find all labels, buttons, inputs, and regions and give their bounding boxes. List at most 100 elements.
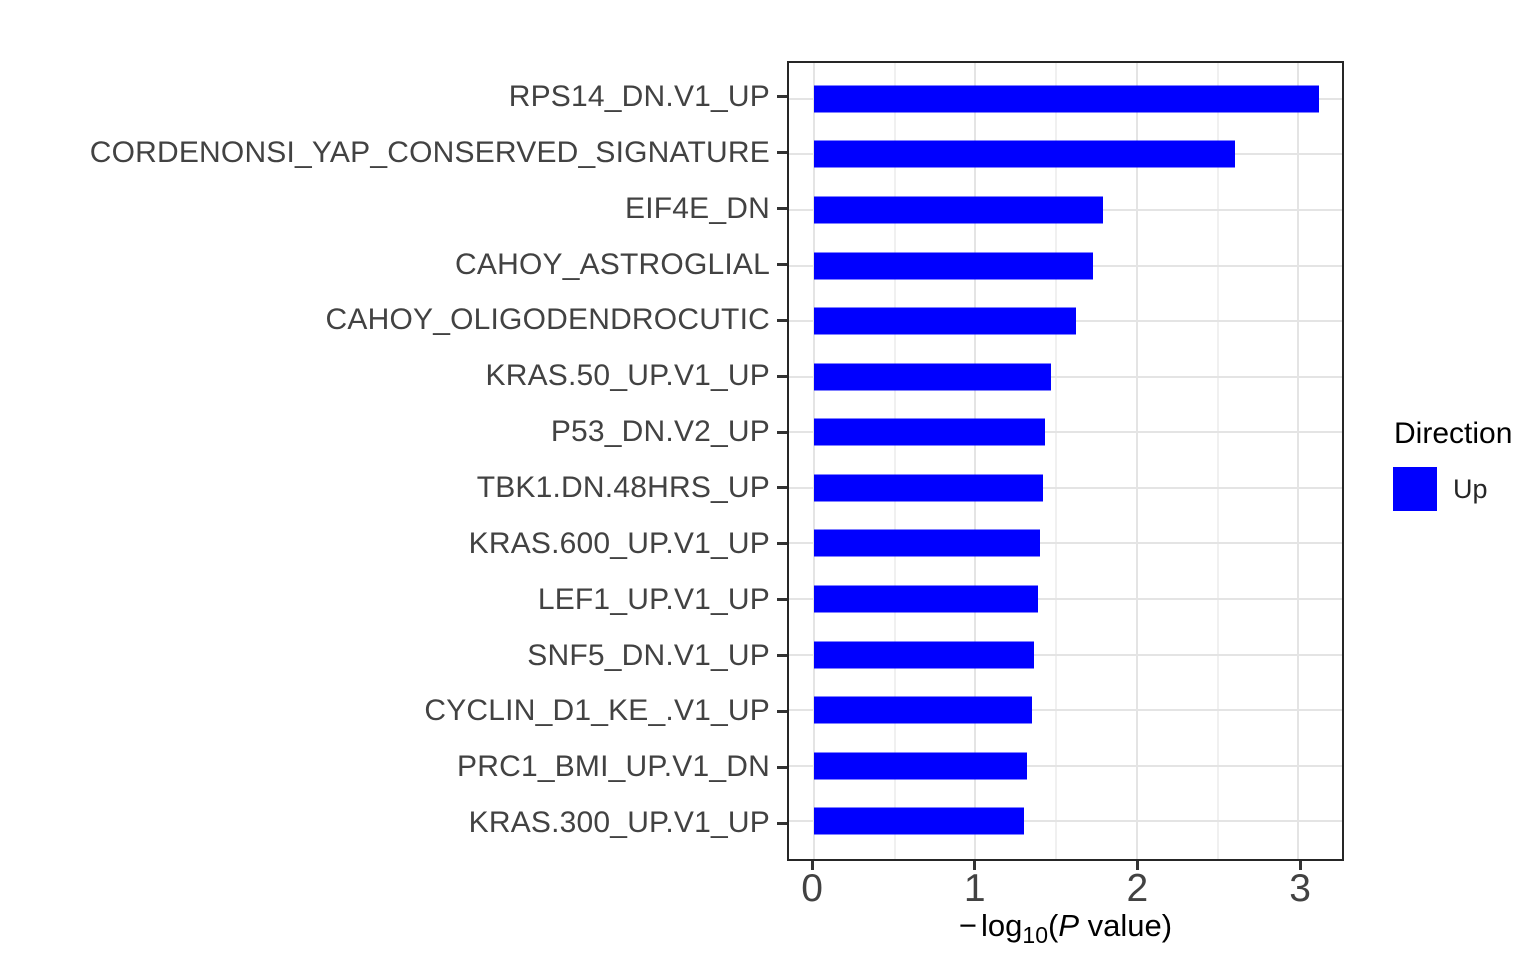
x-tick-mark — [973, 861, 977, 870]
plot-panel — [787, 61, 1344, 861]
major-gridline — [812, 63, 815, 859]
bar — [813, 641, 1034, 669]
bar — [813, 752, 1028, 780]
x-axis-labels: 0 1 2 3 — [787, 869, 1344, 911]
category-label: EIF4E_DN — [625, 191, 770, 225]
category-label: LEF1_UP.V1_UP — [537, 582, 770, 616]
bar — [813, 474, 1044, 502]
x-title-subscript: 10 — [1022, 922, 1048, 948]
y-axis-row: LEF1_UP.V1_UP — [0, 572, 787, 628]
x-tick-mark — [1298, 861, 1302, 870]
bar — [813, 363, 1052, 391]
y-axis-row: KRAS.50_UP.V1_UP — [0, 348, 787, 404]
category-label: CYCLIN_D1_KE_.V1_UP — [424, 694, 770, 728]
bar-row — [789, 71, 1342, 127]
y-axis-row: RPS14_DN.V1_UP — [0, 69, 787, 125]
horizontal-gridline — [789, 709, 1342, 712]
category-label: CAHOY_ASTROGLIAL — [455, 247, 770, 281]
y-tick-mark — [777, 374, 787, 378]
horizontal-gridline — [789, 375, 1342, 378]
y-axis-row: CAHOY_ASTROGLIAL — [0, 237, 787, 293]
horizontal-gridline — [789, 653, 1342, 656]
y-tick-mark — [777, 654, 787, 658]
category-label: SNF5_DN.V1_UP — [527, 638, 770, 672]
legend-title: Direction — [1394, 417, 1513, 450]
bar-row — [789, 349, 1342, 405]
y-tick-mark — [777, 598, 787, 602]
category-label: KRAS.50_UP.V1_UP — [485, 359, 770, 393]
bar — [813, 307, 1076, 335]
horizontal-gridline — [789, 431, 1342, 434]
horizontal-gridline — [789, 597, 1342, 600]
y-axis-row: EIF4E_DN — [0, 181, 787, 237]
major-gridline — [1135, 63, 1138, 859]
y-axis-row: PRC1_BMI_UP.V1_DN — [0, 739, 787, 795]
bar — [813, 252, 1094, 280]
y-tick-mark — [777, 151, 787, 155]
x-title-p-italic: P — [1058, 908, 1080, 943]
bar-row — [789, 627, 1342, 683]
x-title-log: log — [981, 908, 1023, 943]
bar-row — [789, 182, 1342, 238]
horizontal-gridline — [789, 764, 1342, 767]
horizontal-gridline — [789, 820, 1342, 823]
y-tick-mark — [777, 263, 787, 266]
legend-label-up: Up — [1453, 473, 1488, 504]
bar-row — [789, 794, 1342, 850]
category-label: KRAS.300_UP.V1_UP — [468, 806, 770, 840]
y-axis-row: CAHOY_OLIGODENDROCUTIC — [0, 292, 787, 348]
y-tick-mark — [777, 709, 787, 713]
x-tick-label: 1 — [963, 867, 986, 910]
y-tick-mark — [777, 542, 787, 546]
y-axis: RPS14_DN.V1_UP CORDENONSI_YAP_CONSERVED_S… — [0, 61, 787, 861]
category-label: RPS14_DN.V1_UP — [508, 79, 770, 113]
bar — [813, 140, 1236, 168]
x-axis-title: − log10(P value) — [787, 908, 1344, 949]
bar-row — [789, 738, 1342, 794]
horizontal-gridline — [789, 486, 1342, 489]
y-tick-mark — [777, 318, 787, 322]
x-tick-label: 3 — [1289, 867, 1311, 910]
bar — [813, 418, 1045, 446]
y-tick-mark — [777, 207, 787, 211]
y-axis-row: TBK1.DN.48HRS_UP — [0, 460, 787, 516]
bar — [813, 529, 1040, 557]
y-axis-row: SNF5_DN.V1_UP — [0, 628, 787, 684]
category-label: CAHOY_OLIGODENDROCUTIC — [325, 303, 770, 337]
x-tick-mark — [1135, 861, 1139, 870]
y-axis-row: KRAS.300_UP.V1_UP — [0, 795, 787, 851]
category-label: KRAS.600_UP.V1_UP — [468, 526, 770, 560]
y-tick-mark — [777, 821, 787, 825]
y-axis-row: CORDENONSI_YAP_CONSERVED_SIGNATURE — [0, 125, 787, 181]
bar-row — [789, 127, 1342, 183]
y-tick-mark — [777, 486, 787, 490]
major-gridline — [974, 63, 977, 859]
category-label: P53_DN.V2_UP — [550, 415, 770, 449]
horizontal-gridline — [789, 542, 1342, 545]
x-title-rest: value) — [1079, 908, 1173, 943]
minor-gridline — [893, 63, 896, 859]
panel-rows — [789, 63, 1342, 859]
y-axis-row: P53_DN.V2_UP — [0, 404, 787, 460]
x-tick-label: 0 — [801, 867, 823, 910]
bar — [813, 807, 1024, 835]
bar — [813, 196, 1103, 224]
bar-row — [789, 238, 1342, 294]
category-label: TBK1.DN.48HRS_UP — [476, 470, 770, 504]
bar-row — [789, 460, 1342, 516]
x-axis-ticks — [787, 861, 1344, 870]
minor-gridline — [1216, 63, 1219, 859]
bar-row — [789, 682, 1342, 738]
x-title-minus: − — [958, 908, 978, 943]
bar — [813, 85, 1320, 113]
bar-row — [789, 404, 1342, 460]
gridlines — [789, 63, 1342, 859]
legend: Direction Up — [1393, 417, 1512, 511]
x-title-open-paren: ( — [1048, 908, 1059, 943]
bar-row — [789, 516, 1342, 572]
y-tick-mark — [777, 765, 787, 769]
bar-row — [789, 293, 1342, 349]
x-tick-mark — [810, 861, 814, 870]
y-axis-row: KRAS.600_UP.V1_UP — [0, 516, 787, 572]
